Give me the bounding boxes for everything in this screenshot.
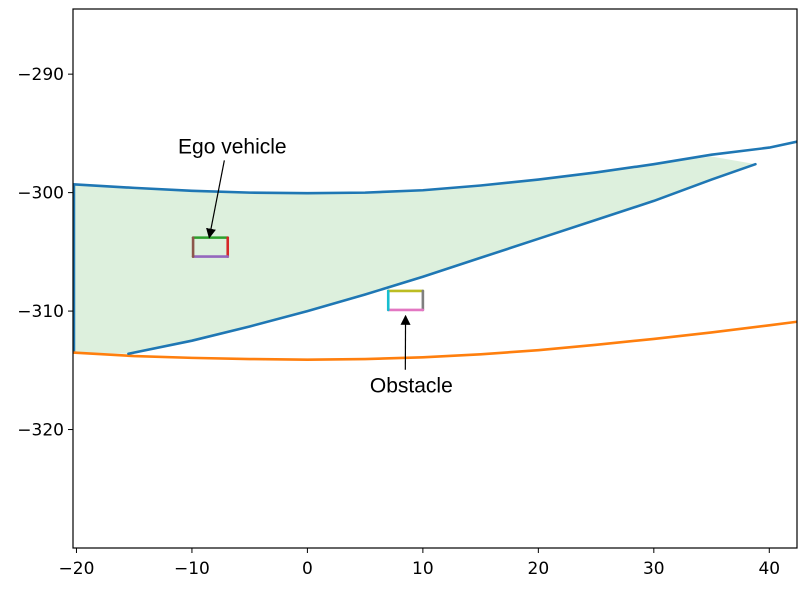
series-line-2 [73, 320, 797, 361]
annotation-label-2: Obstacle [370, 375, 453, 398]
x-tick-label: 40 [758, 559, 780, 579]
series-line-3 [127, 162, 757, 356]
plot-area [73, 140, 797, 361]
y-tick-label: −300 [17, 184, 64, 204]
x-tick-label: 30 [643, 559, 665, 579]
drivable-area-fill [74, 156, 756, 354]
annotations: Ego vehicle Obstacle [178, 135, 453, 397]
annotation-label-1: Ego vehicle [178, 135, 287, 158]
axes-frame [72, 8, 798, 549]
y-tick-label: −320 [17, 421, 64, 441]
series-line-1 [73, 140, 797, 195]
x-tick-label: 0 [302, 559, 313, 579]
x-tick-label: 10 [412, 559, 434, 579]
x-tick-label: −20 [59, 559, 95, 579]
y-tick-label: −290 [17, 65, 64, 85]
annotation-arrow-1 [206, 160, 225, 239]
axis-ticks: −20 −10 0 10 20 30 40 −290 −300 −310 −320 [17, 65, 780, 579]
y-tick-label: −310 [17, 302, 64, 322]
x-tick-label: 20 [528, 559, 550, 579]
x-tick-label: −10 [174, 559, 210, 579]
